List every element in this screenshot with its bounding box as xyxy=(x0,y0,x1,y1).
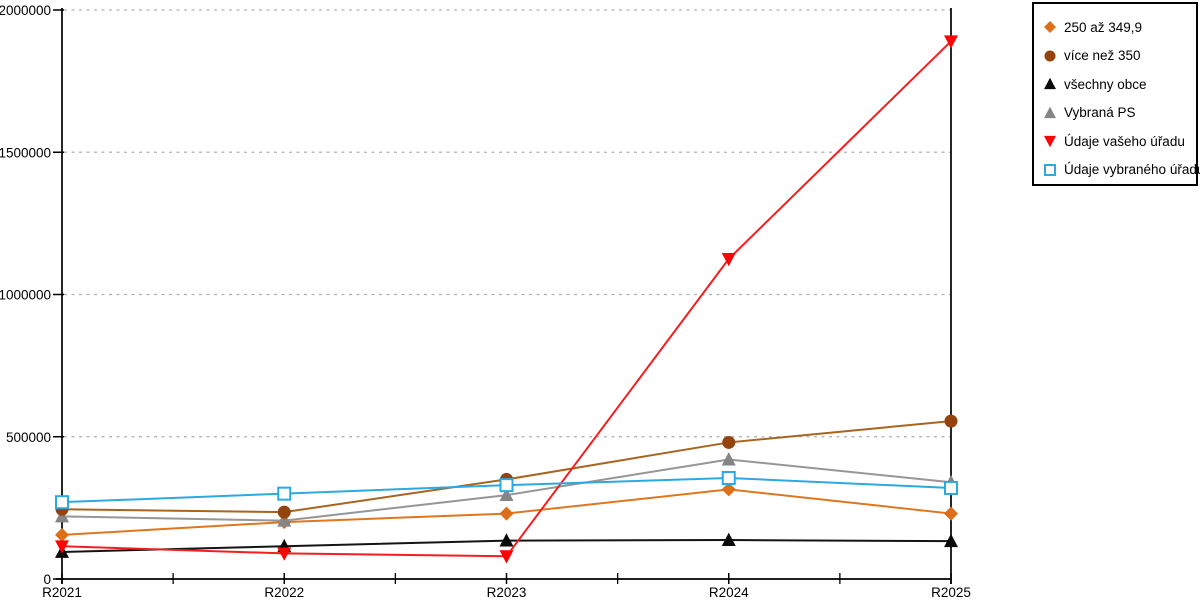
square-open-marker-icon xyxy=(1042,162,1058,178)
series-5 xyxy=(55,471,958,510)
data-point-circle xyxy=(277,505,291,519)
data-point-triangle-down xyxy=(55,540,69,554)
y-tick-label: 2000000 xyxy=(0,3,51,18)
x-tick-label: R2022 xyxy=(264,585,304,600)
data-point-diamond xyxy=(55,527,69,542)
y-tick-label: 1500000 xyxy=(0,145,51,160)
series-1 xyxy=(55,414,958,519)
data-point-circle xyxy=(944,414,958,428)
y-tick-label: 0 xyxy=(43,572,51,587)
legend-label: Údaje vašeho úřadu xyxy=(1064,133,1185,149)
x-tick-label: R2023 xyxy=(487,585,527,600)
triangle-down-marker-icon xyxy=(1042,133,1058,149)
data-point-square-open xyxy=(55,495,69,510)
circle-marker-icon xyxy=(1042,48,1058,64)
triangle-up-marker-icon xyxy=(1042,76,1058,92)
diamond-marker-icon xyxy=(1042,19,1058,35)
legend-item-vice-nez-350[interactable]: více než 350 xyxy=(1042,42,1190,71)
data-point-triangle-down xyxy=(944,35,958,49)
legend-label: 250 až 349,9 xyxy=(1064,19,1143,35)
x-tick-label: R2025 xyxy=(931,585,971,600)
data-point-triangle-up xyxy=(944,533,958,548)
data-point-triangle-up xyxy=(721,532,736,546)
legend-item-udaje-vybraneho-uradu[interactable]: Údaje vybraného úřadu xyxy=(1042,156,1200,185)
y-tick-label: 1000000 xyxy=(0,288,51,303)
legend-item-vsechny-obce[interactable]: všechny obce xyxy=(1042,70,1190,99)
data-point-triangle-down xyxy=(721,252,736,267)
legend-label: Údaje vybraného úřadu xyxy=(1064,162,1200,178)
x-tick-label: R2021 xyxy=(42,585,82,600)
legend-label: více než 350 xyxy=(1064,48,1141,64)
data-point-triangle-up xyxy=(499,533,514,547)
data-point-square-open xyxy=(944,480,958,495)
triangle-up-marker-icon xyxy=(1042,105,1058,121)
x-tick-label: R2024 xyxy=(709,585,749,600)
legend-item-udaje-vaseho-uradu[interactable]: Údaje vašeho úřadu xyxy=(1042,127,1190,156)
data-point-square-open xyxy=(277,486,292,501)
data-point-square-open xyxy=(499,478,514,493)
data-point-square-open xyxy=(721,471,736,486)
data-point-diamond xyxy=(721,482,736,497)
data-point-diamond xyxy=(944,506,958,521)
data-point-diamond xyxy=(499,506,514,521)
legend-item-vybrana-ps[interactable]: Vybraná PS xyxy=(1042,99,1190,128)
data-point-circle xyxy=(722,435,736,449)
data-point-triangle-up xyxy=(721,452,736,466)
y-tick-label: 500000 xyxy=(6,430,51,445)
data-point-triangle-down xyxy=(499,550,514,564)
data-point-triangle-down xyxy=(277,547,292,561)
legend-label: Vybraná PS xyxy=(1064,105,1136,121)
legend-item-250-az-349-9[interactable]: 250 až 349,9 xyxy=(1042,13,1190,42)
data-point-triangle-up xyxy=(277,513,292,527)
series-4 xyxy=(55,35,958,564)
chart-legend: 250 až 349,9 více než 350 všechny obce V… xyxy=(1032,2,1200,186)
legend-label: všechny obce xyxy=(1064,76,1147,92)
data-point-triangle-up xyxy=(499,487,514,502)
